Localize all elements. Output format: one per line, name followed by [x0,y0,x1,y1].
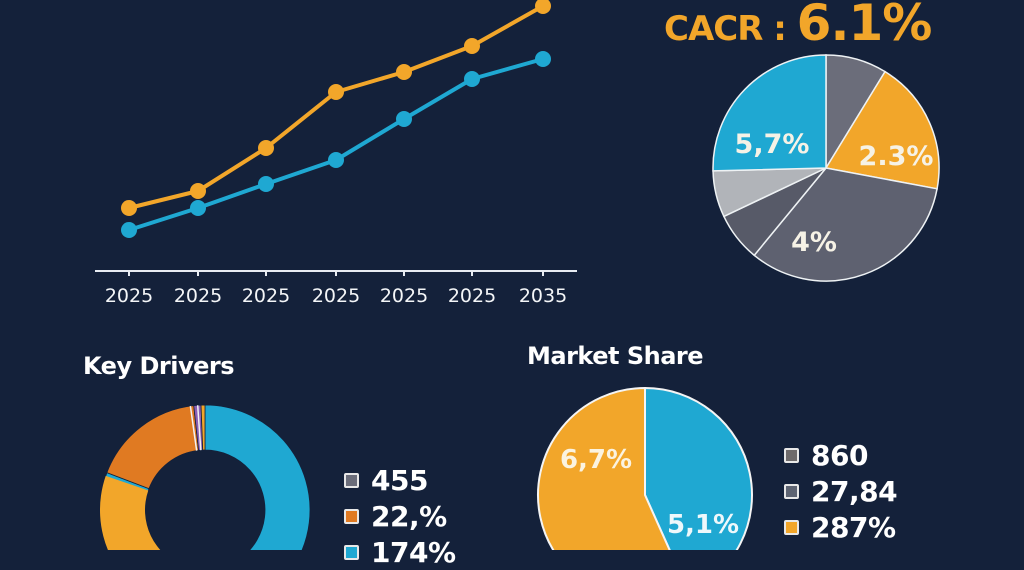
legend-label: 287% [811,510,896,544]
cagr-headline: CACR : 6.1% [664,0,933,52]
data-point [190,183,206,199]
key-drivers-title: Key Drivers [83,352,234,380]
x-tick-label: 2025 [312,285,360,307]
donut-separator [196,405,202,451]
x-tick-label: 2025 [105,285,153,307]
donut-slice-yellow [100,475,161,550]
legend-swatch-gray [344,472,359,488]
data-point [535,0,551,14]
legend-label: 860 [811,438,868,472]
data-point [328,84,344,100]
data-point [190,200,206,216]
pie-slice [712,54,827,172]
x-tick-label: 2025 [448,285,496,307]
legend-item: 860 [784,437,897,473]
pie-slice [753,167,938,282]
legend-label: 27,84 [811,474,898,508]
orange-series-line [128,4,544,210]
key-drivers-donut-chart [99,404,311,550]
data-point [121,222,137,238]
data-point [464,38,480,54]
key-drivers-legend: 455 22,% 174% [344,462,456,570]
data-point [535,51,551,67]
data-point [258,140,274,156]
pie-slice-label: 5,1% [667,510,739,540]
pie-slice [200,404,206,451]
legend-label: 455 [371,463,428,497]
data-point [396,64,412,80]
x-tick-label: 2025 [174,285,222,307]
data-point [396,111,412,127]
data-point [328,152,344,168]
legend-item: 174% [344,534,456,570]
donut-separator [189,405,198,451]
cagr-pie-chart: 5,7% 2.3% 4% [712,54,940,282]
growth-line-chart: 2025 2025 2025 2025 2025 2025 2035 5,7% 2.3%4% … [95,0,940,550]
data-point [464,71,480,87]
data-point [121,200,137,216]
legend-label: 22,% [371,499,447,533]
legend-swatch-blue [344,544,359,560]
legend-swatch-slate [784,483,799,499]
x-tick-label: 2025 [242,285,290,307]
legend-item: 287% [784,509,897,545]
cagr-value: 6.1% [796,0,933,52]
legend-item: 27,84 [784,473,898,509]
legend-swatch-gray [784,447,799,463]
pie-slice-label: 6,7% [560,445,632,475]
data-point [258,176,274,192]
pie-slice [106,405,200,490]
legend-swatch-orange [344,508,359,524]
pie-slice [824,70,940,190]
x-tick-label: 2035 [519,285,567,307]
pie-slice-label: 2.3% [859,141,934,172]
pie-slice [537,386,671,550]
pie-slice-label: 4% [791,227,837,258]
infographic: 2025 2025 2025 2025 2025 2025 2035 5,7% 2.3% 4% … [83,0,940,569]
market-share-title: Market Share [527,342,704,370]
legend-item: 455 [344,462,456,498]
market-share-pie-chart: 6,7% 5,1% [537,386,753,550]
pie-slice [644,386,753,550]
legend-label: 174% [371,535,456,569]
legend-swatch-orange [784,519,799,535]
market-share-legend: 860 27,84 287% [784,437,898,545]
cagr-label: CACR : [664,9,797,49]
legend-item: 22,% [344,498,456,534]
x-tick-label: 2025 [380,285,428,307]
pie-slice-label: 5,7% [735,129,810,160]
